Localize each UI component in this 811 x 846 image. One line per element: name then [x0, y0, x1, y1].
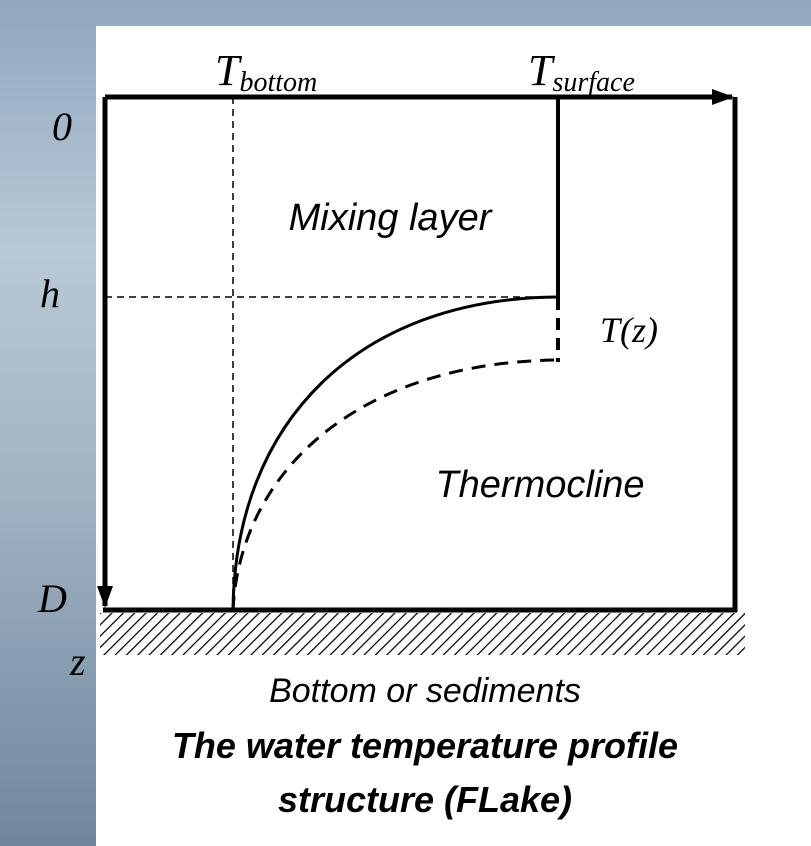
caption: The water temperature profile: [172, 725, 678, 766]
symbol: T: [215, 46, 243, 95]
caption: structure (FLake): [278, 779, 572, 820]
depth-label: D: [37, 576, 67, 621]
region-label: Mixing layer: [289, 197, 493, 239]
frame: [97, 89, 738, 613]
depth-axis-label: z: [69, 639, 86, 684]
region-label: Thermocline: [435, 464, 644, 506]
thermocline-curve: [231, 295, 559, 611]
region-label: Bottom or sediments: [269, 672, 581, 710]
depth-label: 0: [52, 104, 72, 149]
profile-label: T(z): [600, 310, 658, 350]
thermocline-curve-alt: [231, 358, 559, 611]
subscript: bottom: [239, 67, 317, 98]
subscript: surface: [552, 67, 634, 98]
sediment-hatch: [100, 613, 745, 655]
t-surface-label: Tsurface: [528, 46, 635, 98]
panel: [96, 26, 811, 846]
depth-label: h: [40, 271, 60, 316]
symbol: T: [528, 46, 556, 95]
t-bottom-label: Tbottom: [215, 46, 317, 98]
